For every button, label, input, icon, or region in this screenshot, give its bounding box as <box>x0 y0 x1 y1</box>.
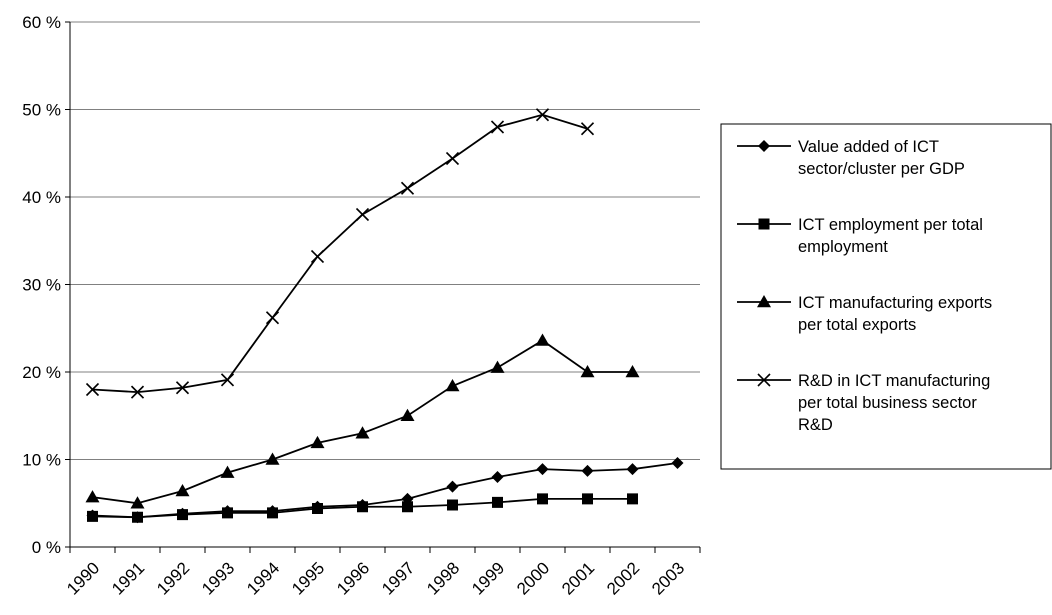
legend-label: ICT manufacturing exports <box>798 294 992 312</box>
legend-entry: R&D in ICT manufacturing per total busine… <box>737 372 990 434</box>
y-tick-label: 0 % <box>32 538 61 557</box>
x-tick-label: 1999 <box>468 558 508 598</box>
data-point <box>536 463 549 476</box>
series-1 <box>86 457 684 524</box>
series-line <box>92 113 588 394</box>
data-point <box>490 120 505 134</box>
x-tick-label: 1990 <box>63 558 103 598</box>
data-point <box>491 471 504 483</box>
axes <box>65 21 701 553</box>
x-tick-label: 1992 <box>153 558 193 598</box>
y-tick-label: 20 % <box>22 363 61 382</box>
x-tick-label: 1998 <box>423 558 463 598</box>
y-tick-label: 50 % <box>22 101 61 120</box>
x-tick-label: 1994 <box>243 558 283 598</box>
legend-label: employment <box>798 238 888 256</box>
legend-box <box>720 123 1052 470</box>
data-series <box>85 108 684 524</box>
data-point <box>175 381 190 395</box>
legend-marker <box>757 373 771 387</box>
data-point <box>175 484 190 497</box>
data-point <box>220 465 235 478</box>
data-point <box>402 501 413 513</box>
legend-marker <box>758 140 770 152</box>
legend-marker <box>757 295 771 308</box>
legend-label: per total exports <box>798 316 916 334</box>
series-2 <box>87 493 638 523</box>
x-tick-label: 1993 <box>198 558 238 598</box>
data-point <box>85 490 100 503</box>
data-point <box>490 360 505 373</box>
data-point <box>671 457 684 469</box>
x-tick-label: 2001 <box>558 558 598 598</box>
data-point <box>535 333 550 346</box>
legend-label: per total business sector <box>798 394 977 412</box>
y-tick-label: 30 % <box>22 276 61 295</box>
x-tick-label: 1995 <box>288 558 328 598</box>
data-point <box>267 507 278 519</box>
data-point <box>626 463 639 476</box>
legend-marker <box>758 218 770 230</box>
legend-label: R&D <box>798 416 833 434</box>
data-point <box>132 511 143 523</box>
legend: Value added of ICT sector/cluster per GDP… <box>720 123 1052 470</box>
data-point <box>355 426 370 439</box>
data-point <box>312 503 323 514</box>
x-axis-tick-labels: 1990 1991 1992 1993 1994 1995 1996 1997 1998 1999… <box>63 558 688 598</box>
data-point <box>87 510 98 522</box>
data-point <box>535 108 550 122</box>
data-point <box>446 480 459 493</box>
legend-label: ICT employment per total <box>798 216 983 234</box>
gridlines <box>70 21 700 460</box>
data-point <box>580 122 595 136</box>
data-point <box>445 379 460 392</box>
data-point <box>400 181 415 195</box>
y-tick-label: 60 % <box>22 13 61 32</box>
data-point <box>625 365 640 378</box>
y-axis-tick-labels: 0 % 10 % 20 % 30 % 40 % 50 % 60 % <box>22 13 61 557</box>
data-point <box>492 496 503 508</box>
data-point <box>130 385 145 399</box>
x-tick-label: 2003 <box>648 558 688 598</box>
data-point <box>265 311 280 325</box>
x-tick-label: 2000 <box>513 558 553 598</box>
data-point <box>310 435 325 449</box>
data-point <box>537 493 548 505</box>
data-point <box>220 373 235 387</box>
x-tick-label: 1996 <box>333 558 373 598</box>
legend-label: sector/cluster per GDP <box>798 160 965 178</box>
legend-entry: ICT manufacturing exports per total expor… <box>737 294 992 334</box>
y-tick-label: 40 % <box>22 188 61 207</box>
series-line <box>92 339 633 505</box>
x-tick-label: 1997 <box>378 558 418 598</box>
data-point <box>580 365 595 378</box>
legend-label: R&D in ICT manufacturing <box>798 372 990 390</box>
data-point <box>265 452 280 465</box>
data-point <box>357 501 368 513</box>
data-point <box>177 509 188 521</box>
legend-label: Value added of ICT <box>798 138 939 156</box>
data-point <box>222 507 233 519</box>
x-tick-label: 1991 <box>108 558 148 598</box>
legend-entry: Value added of ICT sector/cluster per GDP <box>737 138 965 178</box>
data-point <box>447 499 458 511</box>
data-point <box>582 493 593 505</box>
data-point <box>310 249 325 264</box>
series-3 <box>85 333 640 509</box>
data-point <box>130 496 145 509</box>
data-point <box>445 151 460 166</box>
data-point <box>627 493 638 505</box>
y-tick-label: 10 % <box>22 451 61 470</box>
x-tick-label: 2002 <box>603 558 643 598</box>
data-point <box>581 464 594 477</box>
data-point <box>85 382 100 397</box>
data-point <box>355 207 370 222</box>
series-4 <box>85 108 595 399</box>
data-point <box>400 408 415 421</box>
series-line <box>92 462 678 519</box>
legend-entry: ICT employment per total employment <box>737 216 983 256</box>
